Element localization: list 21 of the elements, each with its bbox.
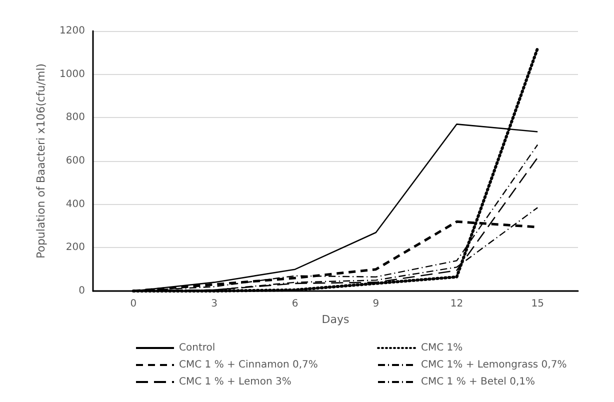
legend-label: CMC 1 % + Cinnamon 0,7% bbox=[179, 360, 318, 370]
x-tick-label: 6 bbox=[292, 298, 298, 310]
legend-label: Control bbox=[179, 342, 216, 354]
legend-label: CMC 1% bbox=[421, 342, 463, 354]
y-axis-title: Population of Baacteri x106(cfu/ml) bbox=[34, 63, 48, 259]
x-tick-label: 15 bbox=[531, 298, 544, 310]
x-tick-label: 9 bbox=[372, 298, 380, 310]
x-axis-title: Days bbox=[322, 312, 350, 326]
x-tick-label: 12 bbox=[450, 298, 464, 310]
legend-label: CMC 1 % + Betel 0,1% bbox=[421, 376, 535, 388]
y-tick-label: 0 bbox=[78, 286, 85, 296]
x-tick-label: 3 bbox=[211, 298, 218, 310]
y-tick-label: 200 bbox=[66, 242, 85, 254]
y-tick-label: 1200 bbox=[60, 26, 85, 36]
y-tick-label: 800 bbox=[66, 112, 85, 124]
y-tick-label: 1000 bbox=[60, 68, 85, 80]
legend-label: CMC 1% + Lemongrass 0,7% bbox=[421, 360, 567, 370]
x-tick-label: 0 bbox=[130, 298, 137, 310]
legend-label: CMC 1 % + Lemon 3% bbox=[179, 376, 292, 388]
y-tick-label: 600 bbox=[66, 156, 85, 166]
y-tick-label: 400 bbox=[66, 198, 85, 210]
